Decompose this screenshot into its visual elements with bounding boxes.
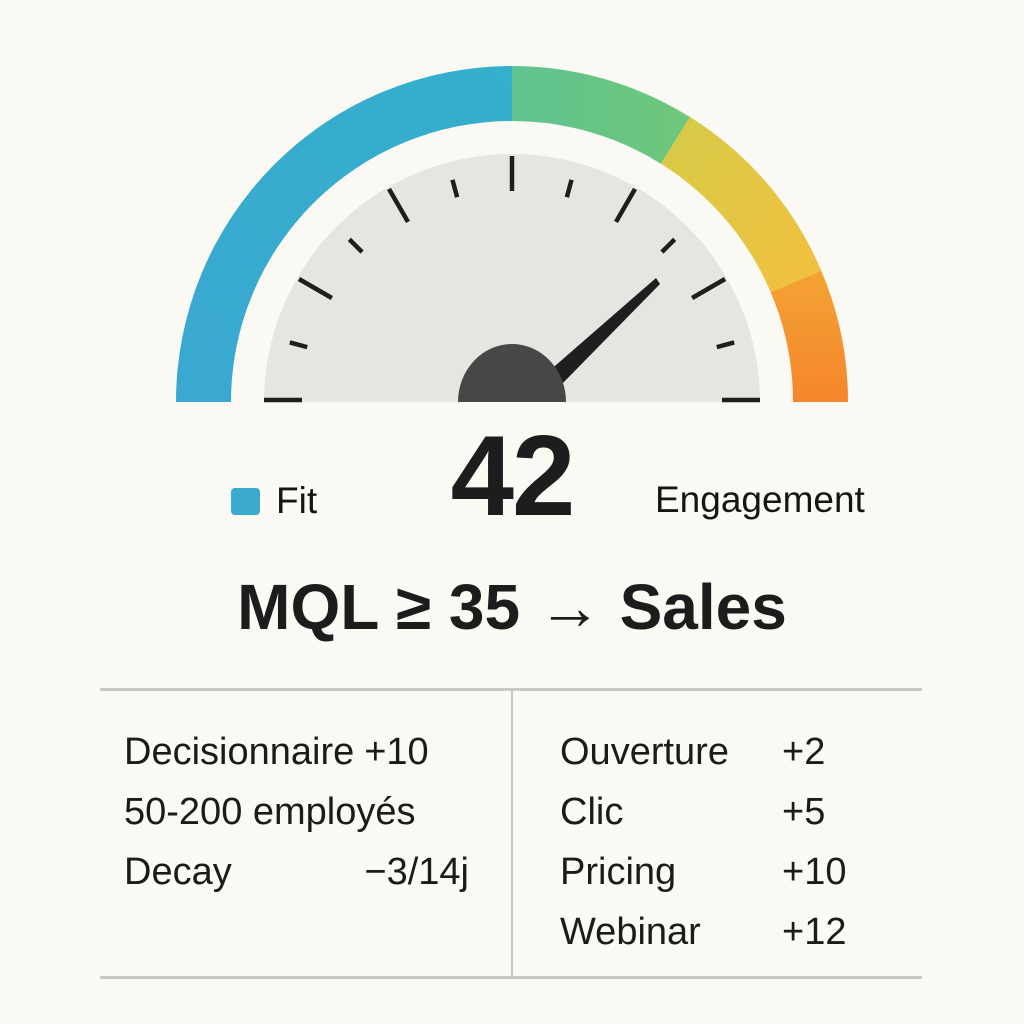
legend-engagement-label: Engagement (655, 479, 865, 520)
gauge-needle (548, 278, 660, 386)
criterion-label: Webinar (560, 911, 701, 953)
fit-criterion-row: Decisionnaire +10 (124, 722, 469, 782)
fit-segment (176, 66, 512, 402)
criterion-label: Pricing (560, 851, 677, 893)
tick-mark (297, 277, 333, 300)
engagement-green-segment (512, 66, 691, 164)
criterion-label: 50-200 employés (124, 791, 416, 833)
tick-mark (289, 340, 308, 350)
criterion-value: +10 (364, 731, 429, 773)
gauge-arc (176, 66, 848, 402)
criterion-value: −3/14j (364, 851, 469, 893)
lead-score-gauge (176, 66, 848, 403)
tick-mark (347, 237, 364, 254)
criterion-value: +12 (782, 911, 847, 953)
tick-mark (716, 340, 735, 350)
legend-fit-label: Fit (276, 480, 318, 521)
engagement-criterion-row: Clic +5 (560, 782, 880, 842)
gauge-ticks (264, 156, 760, 403)
score-value: 42 (450, 413, 576, 540)
engagement-orange-segment (770, 270, 848, 402)
legend-fit: Fit (231, 480, 318, 521)
engagement-yellow-segment (660, 117, 822, 293)
criterion-value: +2 (782, 731, 826, 773)
criterion-label: Decay (124, 851, 232, 893)
criterion-value: +5 (782, 791, 826, 833)
criterion-label: Ouverture (560, 731, 729, 773)
tick-mark (387, 187, 410, 223)
engagement-criterion-row: Ouverture +2 (560, 722, 880, 782)
engagement-criterion-row: Webinar +12 (560, 902, 880, 962)
tick-mark (564, 179, 574, 198)
tick-mark (450, 179, 460, 198)
gauge-hub (458, 344, 566, 402)
tick-mark (660, 237, 677, 254)
fit-criterion-row: Decay −3/14j (124, 842, 469, 902)
engagement-criteria-list: Ouverture +2 Clic +5 Pricing +10 Webinar… (560, 722, 880, 962)
column-divider (511, 690, 513, 978)
mql-threshold-rule: MQL ≥ 35 → Sales (237, 571, 787, 643)
tick-mark (691, 277, 727, 300)
engagement-criterion-row: Pricing +10 (560, 842, 880, 902)
criterion-label: Clic (560, 791, 624, 833)
gauge-dial (264, 154, 760, 402)
fit-color-swatch (231, 487, 260, 515)
criterion-label: Decisionnaire (124, 731, 355, 773)
fit-criteria-list: Decisionnaire +10 50-200 employés Decay … (124, 722, 469, 902)
table-top-divider (100, 688, 922, 691)
table-bottom-divider (100, 976, 922, 979)
criterion-value: +10 (782, 851, 847, 893)
fit-criterion-row: 50-200 employés (124, 782, 469, 842)
tick-mark (614, 187, 637, 223)
